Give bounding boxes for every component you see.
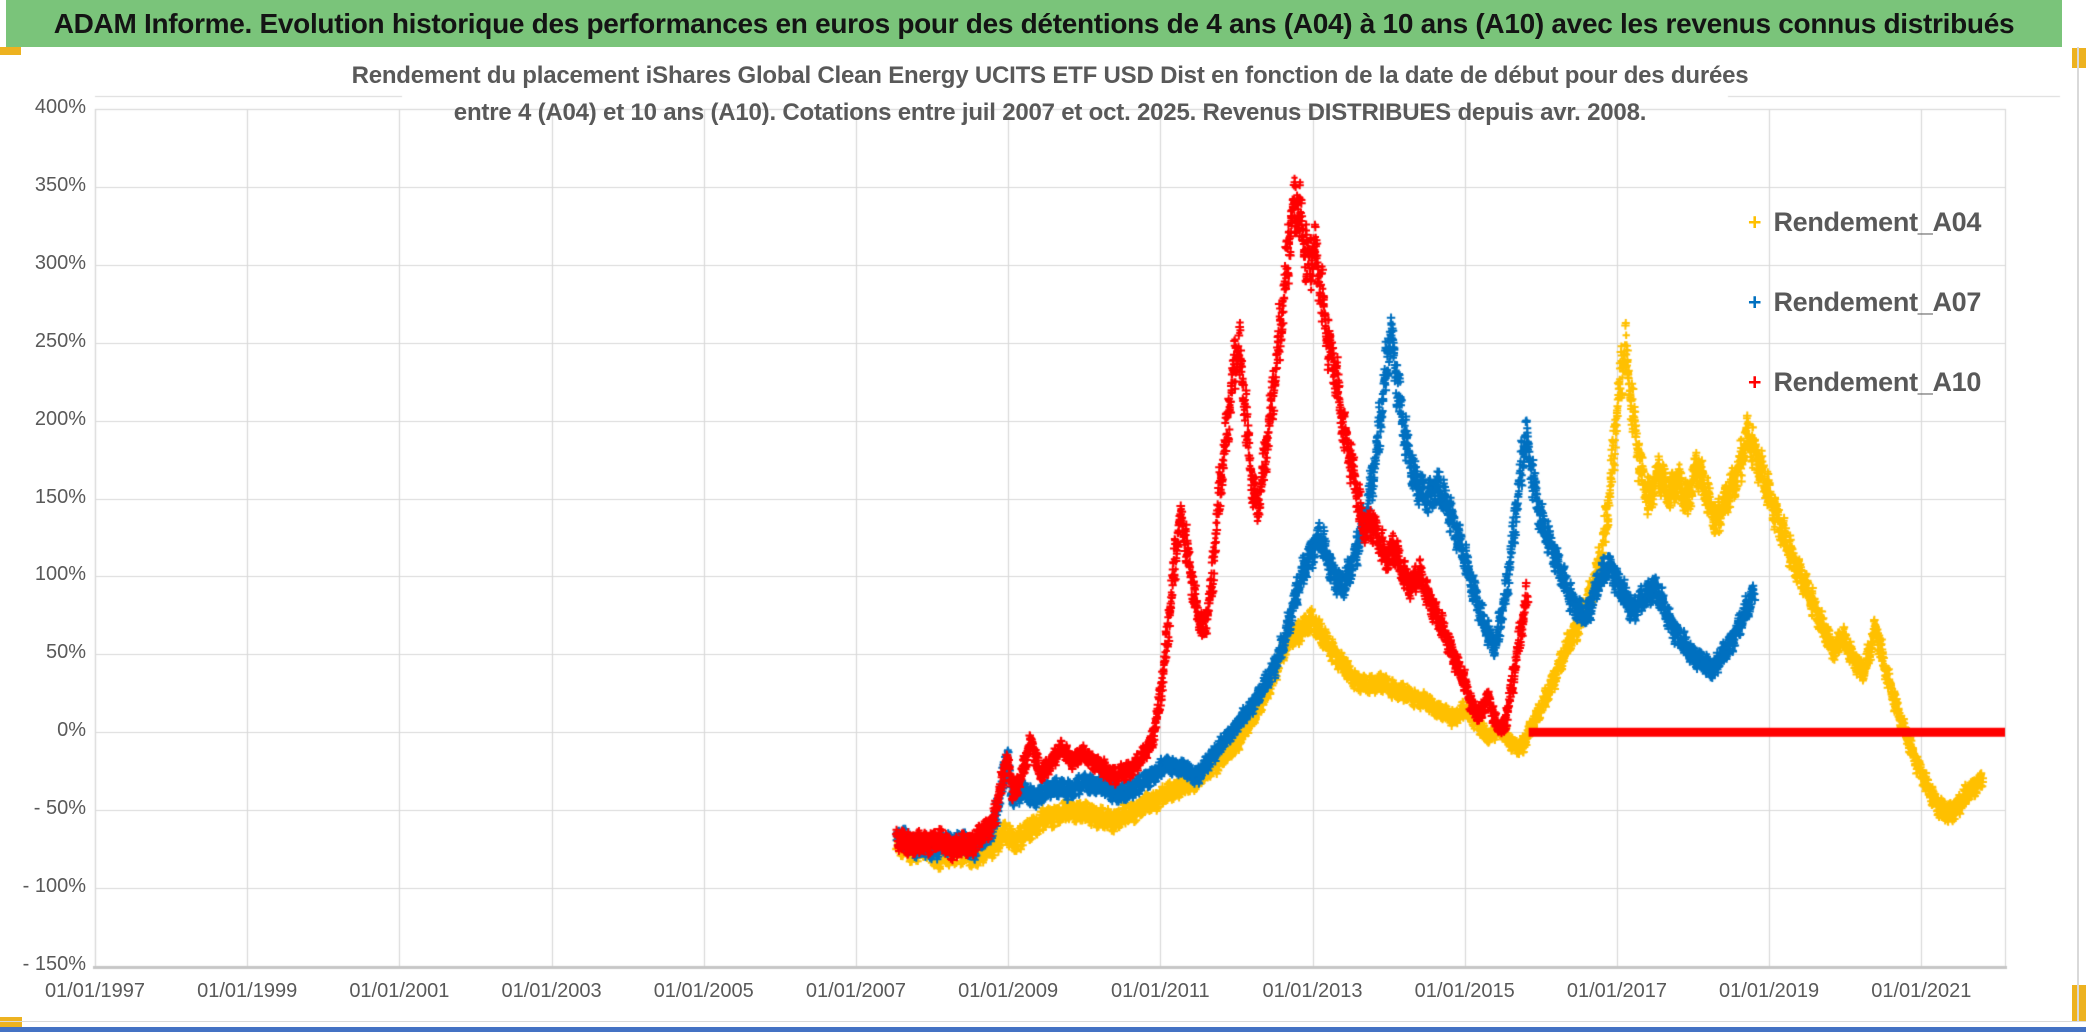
header-bar: ADAM Informe. Evolution historique des p… bbox=[6, 0, 2062, 47]
x-tick-label: 01/01/2013 bbox=[1262, 980, 1363, 1002]
x-tick-label: 01/01/1999 bbox=[197, 980, 298, 1002]
page-edge-line-right bbox=[2077, 47, 2079, 1021]
y-tick-label: 0% bbox=[57, 719, 86, 742]
x-tick-label: 01/01/2009 bbox=[958, 980, 1059, 1002]
legend-plus-marker-icon: + bbox=[1748, 208, 1762, 235]
y-tick-label: 400% bbox=[34, 96, 86, 118]
y-tick-label: 100% bbox=[34, 563, 86, 586]
x-tick-label: 01/01/2001 bbox=[349, 980, 450, 1002]
corner-accent-bottom-left bbox=[0, 1017, 22, 1028]
legend-label: Rendement_A04 bbox=[1773, 206, 1982, 237]
y-tick-label: 350% bbox=[34, 173, 86, 196]
row-separator-line bbox=[0, 1021, 2086, 1022]
x-tick-label: 01/01/2019 bbox=[1719, 980, 1820, 1002]
legend-label: Rendement_A07 bbox=[1773, 286, 1982, 317]
legend-item-rendement_a04: + Rendement_A04 bbox=[1748, 203, 1981, 241]
x-tick-label: 01/01/2007 bbox=[805, 980, 906, 1002]
y-tick-label: 250% bbox=[34, 329, 86, 352]
chart-title-line-1: Rendement du placement iShares Global Cl… bbox=[351, 62, 1749, 89]
x-tick-label: 01/01/2003 bbox=[501, 980, 602, 1002]
legend-plus-marker-icon: + bbox=[1748, 288, 1762, 315]
page-title: ADAM Informe. Evolution historique des p… bbox=[53, 7, 2015, 39]
corner-accent-bottom-right bbox=[2072, 985, 2086, 1022]
y-tick-label: 200% bbox=[34, 407, 86, 430]
y-tick-label: - 50% bbox=[33, 797, 86, 820]
chart-title-line-2: entre 4 (A04) et 10 ans (A10). Cotations… bbox=[453, 99, 1647, 126]
x-tick-label: 01/01/2021 bbox=[1871, 980, 1972, 1002]
y-tick-label: 50% bbox=[45, 641, 86, 664]
legend-item-rendement_a07: + Rendement_A07 bbox=[1748, 283, 1981, 321]
corner-accent-top-right bbox=[2072, 48, 2086, 68]
legend-item-rendement_a10: + Rendement_A10 bbox=[1748, 363, 1981, 401]
y-tick-label: - 100% bbox=[22, 875, 86, 898]
corner-accent-top-left bbox=[0, 47, 21, 55]
x-tick-label: 01/01/2011 bbox=[1111, 980, 1210, 1002]
y-tick-label: 150% bbox=[34, 485, 86, 508]
x-tick-label: 01/01/2017 bbox=[1566, 980, 1667, 1002]
legend-label: Rendement_A10 bbox=[1773, 366, 1982, 397]
legend-plus-marker-icon: + bbox=[1748, 368, 1762, 395]
chart-title: Rendement du placement iShares Global Cl… bbox=[95, 57, 2005, 131]
x-tick-label: 01/01/1997 bbox=[44, 980, 146, 1002]
bottom-blue-strip bbox=[0, 1027, 2086, 1032]
x-tick-label: 01/01/2005 bbox=[653, 980, 754, 1002]
y-tick-label: - 150% bbox=[22, 953, 86, 975]
x-tick-label: 01/01/2015 bbox=[1414, 980, 1515, 1002]
y-tick-label: 300% bbox=[34, 251, 86, 274]
